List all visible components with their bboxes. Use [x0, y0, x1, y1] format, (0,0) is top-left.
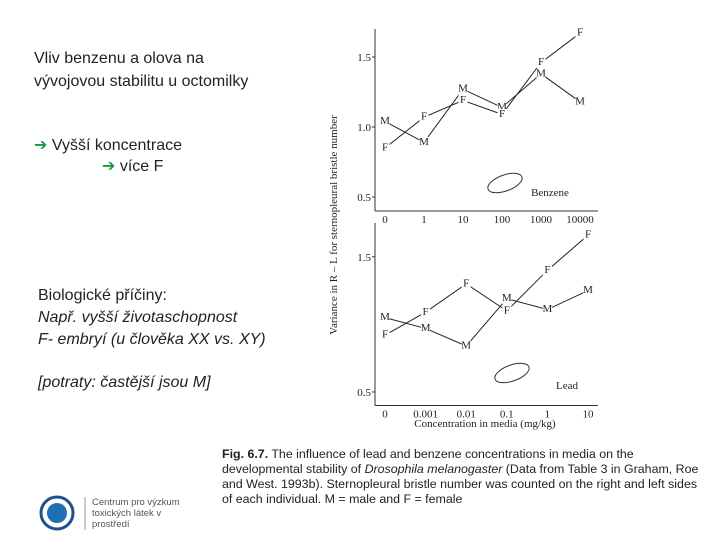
data-point: M	[502, 292, 512, 304]
marker-bg	[461, 340, 471, 352]
marker-bg	[458, 83, 468, 95]
caption-text: (Data from Table 3 in Graham, Roe and We…	[222, 462, 699, 506]
marker-bg	[421, 322, 431, 334]
data-point: M	[380, 115, 390, 127]
marker-bg	[421, 306, 431, 318]
marker-bg	[502, 293, 512, 305]
x-tick-label: 0	[382, 214, 388, 226]
logo-text: Centrum pro výzkum toxických látek v pro…	[92, 497, 180, 530]
data-point: M	[575, 95, 585, 107]
arrow-icon: ➔	[34, 137, 52, 154]
text: [potraty: častější jsou M]	[38, 374, 211, 391]
annotation: Lead	[556, 380, 578, 392]
series-line	[384, 73, 581, 144]
marker-bg	[380, 312, 390, 324]
data-point: F	[544, 264, 550, 276]
x-tick-label: 1	[421, 214, 427, 226]
data-point: F	[538, 56, 544, 68]
x-tick-label: 1	[545, 409, 551, 421]
x-tick-label: 10	[583, 409, 595, 421]
data-point: F	[463, 277, 469, 289]
bullet: ➔ více F	[102, 156, 163, 176]
marker-bg	[502, 305, 512, 317]
heading: Biologické příčiny:	[38, 287, 167, 304]
text: F- embryí (u člověka XX vs. XY)	[38, 331, 266, 348]
arrow-icon: ➔	[102, 158, 120, 175]
marker-bg	[542, 304, 552, 316]
data-point: F	[504, 304, 510, 316]
marker-bg	[461, 278, 471, 290]
caption-label: Fig. 6.7.	[222, 447, 269, 461]
y-tick-label: 0.5	[357, 192, 371, 204]
data-point: M	[543, 303, 553, 315]
annotation: Benzene	[531, 187, 569, 199]
logo-icon	[39, 495, 86, 531]
data-point: M	[583, 284, 593, 296]
y-tick-label: 1.5	[357, 252, 371, 264]
marker-bg	[497, 108, 507, 120]
x-tick-label: 100	[494, 214, 511, 226]
marker-bg	[380, 115, 390, 127]
x-axis-label: Concentration in media (mg/kg)	[414, 418, 556, 430]
x-tick-label: 0.1	[500, 409, 514, 421]
x-tick-label: 10000	[566, 214, 594, 226]
text: Např. vyšší životaschopnost	[38, 309, 238, 326]
data-point: F	[423, 306, 429, 318]
bullet-text: Vyšší koncentrace	[51, 137, 182, 154]
data-point: M	[458, 83, 468, 95]
bullet-text: více F	[119, 158, 164, 175]
data-point: M	[421, 322, 431, 334]
marker-bg	[380, 329, 390, 341]
y-tick-label: 1.0	[357, 122, 371, 134]
caption-species: Drosophila melanogaster	[364, 462, 503, 476]
marker-bg	[575, 27, 585, 39]
caption-text: The influence of lead and benzene concen…	[222, 447, 634, 476]
x-tick-label: 10	[458, 214, 470, 226]
y-tick-label: 1.5	[357, 52, 371, 64]
data-point: F	[421, 111, 427, 123]
data-point: M	[497, 101, 507, 113]
data-point: F	[382, 142, 388, 154]
y-axis-label: Variance in R – L for sternopleural bris…	[328, 115, 340, 335]
marker-bg	[497, 101, 507, 113]
marker-bg	[419, 111, 429, 123]
data-point: M	[461, 340, 471, 352]
x-tick-label: 0.001	[413, 409, 438, 421]
slide-title: Vliv benzenu a olova na vývojovou stabil…	[34, 50, 249, 90]
series-line	[384, 32, 581, 149]
series-line	[384, 234, 589, 336]
data-point: F	[382, 329, 388, 341]
bullet: ➔ Vyšší koncentrace	[34, 135, 182, 155]
marker-bg	[419, 136, 429, 148]
data-point: F	[499, 108, 505, 120]
marker-bg	[583, 285, 593, 297]
data-point: M	[536, 67, 546, 79]
marker-bg	[536, 68, 546, 80]
x-tick-label: 0	[382, 409, 388, 421]
marker-bg	[575, 96, 585, 108]
fly-drawing	[487, 172, 530, 384]
data-point: F	[585, 229, 591, 241]
figure-caption: Fig. 6.7. The influence of lead and benz…	[222, 447, 707, 507]
marker-bg	[380, 142, 390, 154]
marker-bg	[536, 57, 546, 69]
data-point: F	[460, 94, 466, 106]
y-tick-label: 0.5	[357, 387, 371, 399]
data-point: M	[419, 136, 429, 148]
marker-bg	[583, 229, 593, 241]
marker-bg	[458, 94, 468, 106]
data-point: F	[577, 27, 583, 39]
x-tick-label: 1000	[530, 214, 553, 226]
data-point: M	[380, 311, 390, 323]
marker-bg	[542, 264, 552, 276]
series-line	[384, 290, 589, 347]
x-tick-label: 0.01	[457, 409, 476, 421]
